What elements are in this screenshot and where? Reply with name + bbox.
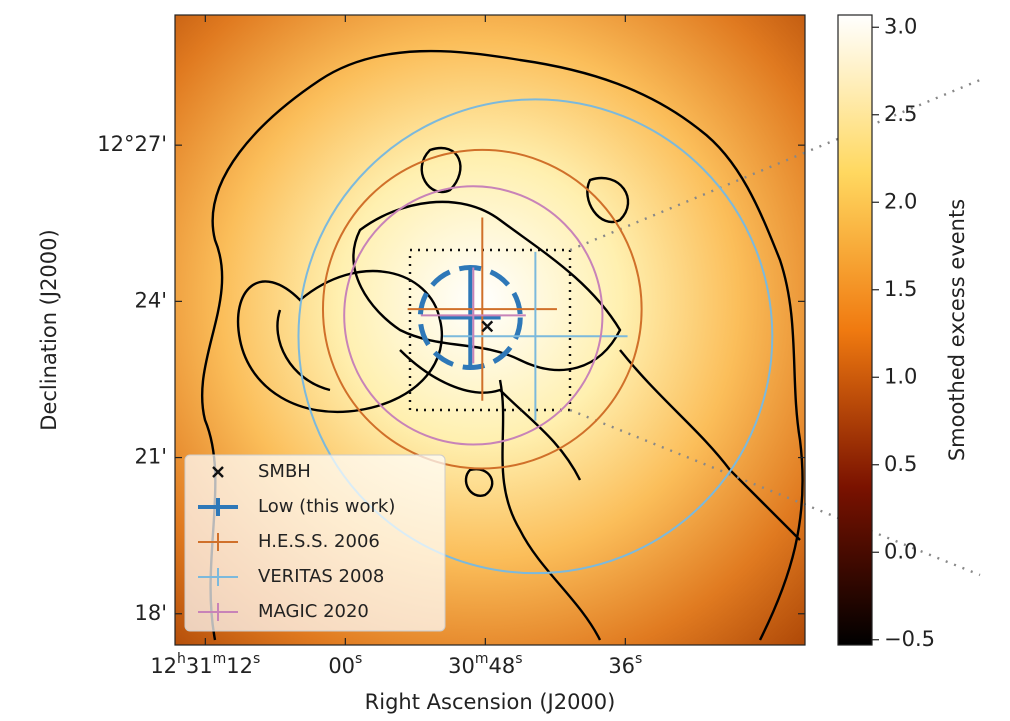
y-tick-label: 18'	[135, 601, 168, 625]
y-tick-label: 21'	[135, 445, 168, 469]
legend-label: Low (this work)	[258, 496, 395, 517]
colorbar-tick-label: 1.0	[884, 364, 917, 388]
x-tick-label: 00s	[328, 651, 362, 678]
x-tick-label: 30m48s	[448, 651, 522, 678]
y-tick-label: 24'	[135, 288, 168, 312]
legend-label: H.E.S.S. 2006	[258, 531, 380, 552]
colorbar-tick-label: 2.5	[884, 102, 917, 126]
x-tick-label: 36s	[608, 651, 642, 678]
colorbar-tick-label: 2.0	[884, 189, 917, 213]
colorbar-tick-label: −0.5	[884, 627, 935, 651]
colorbar-tick-label: 3.0	[884, 14, 917, 38]
y-tick-label: 12°27'	[97, 132, 167, 156]
y-axis-label: Declination (J2000)	[37, 229, 61, 430]
x-tick-label: 12h31m12s	[150, 651, 260, 678]
colorbar-label: Smoothed excess events	[945, 199, 969, 461]
colorbar-tick-label: 1.5	[884, 277, 917, 301]
legend-label: SMBH	[258, 461, 311, 482]
legend-label: VERITAS 2008	[258, 566, 384, 587]
colorbar-tick-label: 0.0	[884, 539, 917, 563]
colorbar	[838, 15, 872, 645]
x-axis-label: Right Ascension (J2000)	[365, 690, 616, 714]
chart: SMBH Low (this work) H.E.S.S. 2006 VERITAS …	[0, 0, 1010, 721]
legend-label: MAGIC 2020	[258, 601, 369, 622]
legend: SMBH Low (this work) H.E.S.S. 2006 VERITAS …	[185, 455, 445, 631]
colorbar-tick-label: 0.5	[884, 452, 917, 476]
